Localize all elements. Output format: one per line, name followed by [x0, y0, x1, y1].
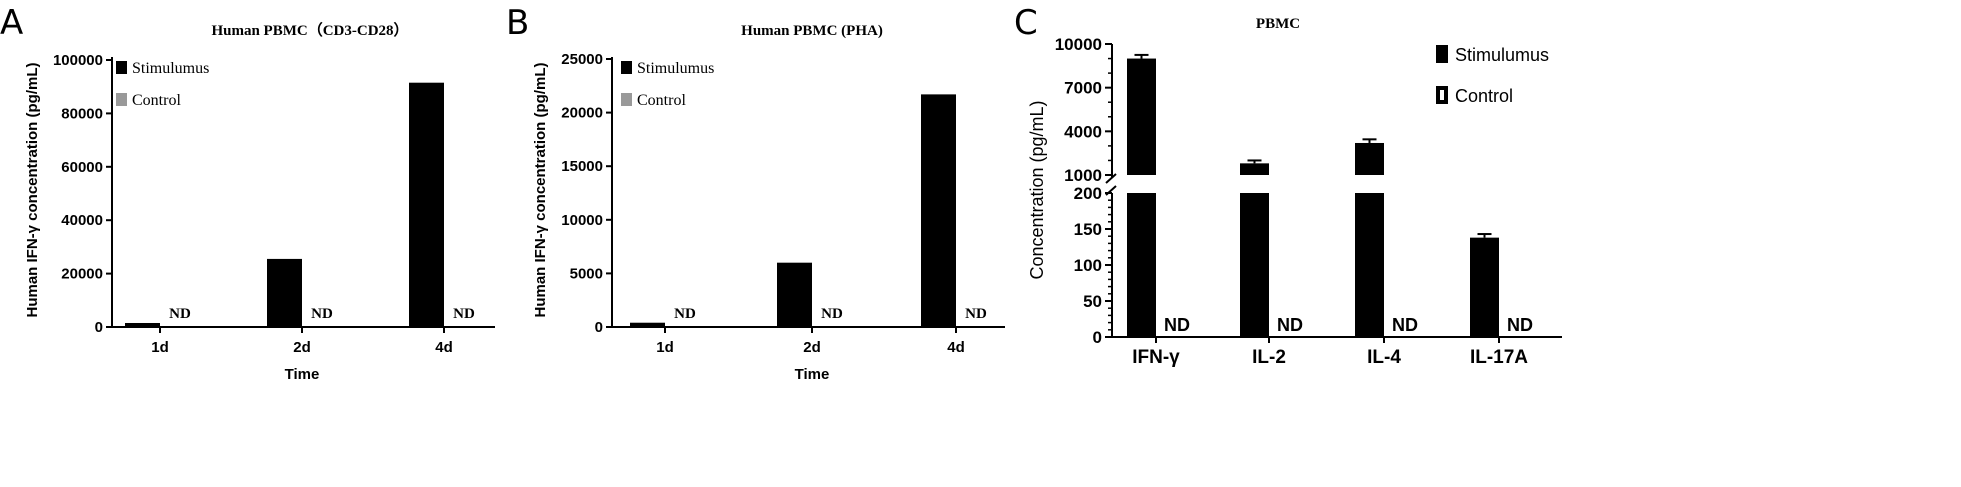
chart-b-ytick-label: 20000 [561, 105, 603, 122]
chart-c-ytick-label: 200 [1074, 184, 1102, 203]
panel-letter-a: A [0, 3, 23, 43]
chart-a: Human PBMC（CD3-CD28） Human IFN-γ concent… [24, 21, 495, 383]
chart-b-ytick-label: 5000 [570, 265, 603, 282]
chart-a-bar-stimulus [267, 258, 302, 327]
chart-a-category-label: 4d [435, 339, 453, 356]
chart-c-nd-label: ND [1277, 315, 1303, 335]
chart-c-bar-stimulus [1470, 237, 1499, 337]
chart-b-ytick-label: 0 [595, 319, 603, 336]
chart-b-ytick-label: 25000 [561, 51, 603, 68]
chart-a-bar-stimulus [409, 82, 444, 327]
chart-c-bar-stimulus-upper [1355, 142, 1384, 175]
chart-a-ytick-label: 80000 [61, 105, 103, 122]
chart-c-bar-stimulus-upper [1240, 163, 1269, 175]
chart-a-category-label: 1d [151, 339, 169, 356]
chart-a-ytick-label: 100000 [53, 52, 103, 69]
chart-c-title: PBMC [1256, 16, 1300, 32]
chart-c-nd-label: ND [1507, 315, 1533, 335]
legend-c-control-label: Control [1455, 86, 1513, 106]
chart-c-ytick-label-upper: 7000 [1064, 79, 1102, 98]
chart-c-category-label: IL-17A [1470, 347, 1528, 368]
panel-letter-c: C [1014, 3, 1038, 43]
legend-c-control-swatch-inner [1440, 90, 1444, 100]
legend-b-control-swatch [621, 93, 632, 106]
chart-a-ytick-label: 60000 [61, 159, 103, 176]
chart-c-nd-label: ND [1392, 315, 1418, 335]
chart-b-nd-label: ND [965, 306, 987, 322]
chart-a-ylabel: Human IFN-γ concentration (pg/mL) [24, 62, 41, 317]
chart-c-ytick-label-upper: 1000 [1064, 166, 1102, 185]
legend-a-stimulus-swatch [116, 61, 127, 74]
chart-c-bar-stimulus-upper [1127, 58, 1156, 175]
chart-a-bar-stimulus [125, 322, 160, 327]
chart-a-ytick-label: 0 [95, 319, 103, 336]
chart-b-ylabel: Human IFN-γ concentration (pg/mL) [532, 62, 549, 317]
legend-b-stimulus-label: Stimulumus [637, 60, 714, 77]
chart-b-nd-label: ND [821, 306, 843, 322]
chart-b-bar-stimulus [921, 94, 956, 327]
chart-c-ytick-label-upper: 10000 [1055, 35, 1102, 54]
chart-c-ytick-label: 0 [1093, 328, 1102, 347]
chart-b-bar-stimulus [630, 322, 665, 327]
legend-b-control-label: Control [637, 92, 686, 109]
chart-c-category-label: IL-4 [1367, 347, 1401, 368]
chart-c-category-label: IL-2 [1252, 347, 1286, 368]
chart-b-title: Human PBMC (PHA) [741, 23, 883, 39]
chart-c-category-label: IFN-γ [1132, 347, 1180, 368]
chart-a-ytick-label: 20000 [61, 266, 103, 283]
chart-c-ytick-label: 50 [1083, 292, 1102, 311]
panel-letter-b: B [506, 3, 529, 43]
chart-c-nd-label: ND [1164, 315, 1190, 335]
chart-b-category-label: 1d [656, 339, 674, 356]
chart-c-ylabel: Concentration (pg/mL) [1027, 100, 1047, 279]
legend-c-stimulus-swatch [1436, 45, 1448, 63]
legend-a-stimulus-label: Stimulumus [132, 60, 209, 77]
chart-a-nd-label: ND [453, 306, 475, 322]
chart-a-xlabel: Time [285, 366, 320, 383]
legend-c-stimulus-label: Stimulumus [1455, 45, 1549, 65]
chart-c-bar-stimulus-lower [1127, 193, 1156, 337]
chart-a-category-label: 2d [293, 339, 311, 356]
legend-b-stimulus-swatch [621, 61, 632, 74]
chart-c-ytick-label: 100 [1074, 256, 1102, 275]
chart-b-ytick-label: 15000 [561, 158, 603, 175]
chart-b-xlabel: Time [795, 366, 830, 383]
chart-b-bar-stimulus [777, 262, 812, 327]
chart-a-nd-label: ND [169, 306, 191, 322]
chart-c-ytick-label: 150 [1074, 220, 1102, 239]
chart-c-ytick-label-upper: 4000 [1064, 122, 1102, 141]
chart-c: PBMC Concentration (pg/mL) 0501001502001… [1027, 16, 1562, 368]
chart-c-axis-break-mark [1105, 173, 1117, 196]
chart-b-ytick-label: 10000 [561, 212, 603, 229]
chart-a-ytick-label: 40000 [61, 212, 103, 229]
legend-a-control-label: Control [132, 92, 181, 109]
chart-b-category-label: 2d [803, 339, 821, 356]
chart-b: Human PBMC (PHA) Human IFN-γ concentrati… [532, 23, 1005, 383]
chart-c-bar-stimulus-lower [1240, 193, 1269, 337]
legend-a-control-swatch [116, 93, 127, 106]
chart-a-title: Human PBMC（CD3-CD28） [211, 21, 408, 39]
chart-b-category-label: 4d [947, 339, 965, 356]
chart-a-nd-label: ND [311, 306, 333, 322]
chart-c-bar-stimulus-lower [1355, 193, 1384, 337]
chart-b-nd-label: ND [674, 306, 696, 322]
